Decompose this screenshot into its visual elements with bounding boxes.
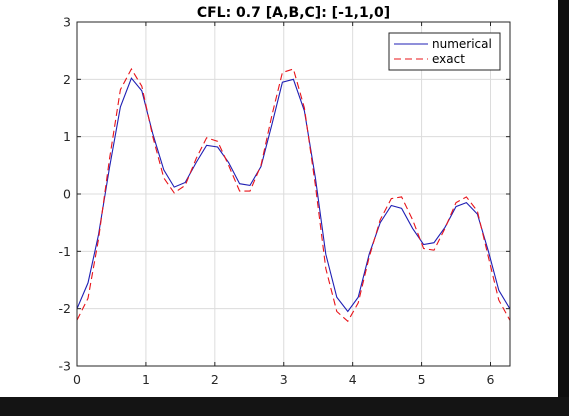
series-layer <box>76 67 511 323</box>
x-tick-label: 5 <box>418 372 426 387</box>
background-bottom-bar <box>0 397 569 416</box>
y-tick-label: -1 <box>59 244 71 259</box>
x-tick-label: 2 <box>211 372 219 387</box>
y-tick-label: -2 <box>59 301 71 316</box>
y-tick-label: 3 <box>63 15 71 30</box>
legend: numerical exact <box>388 32 501 71</box>
x-tick-label: 1 <box>142 372 150 387</box>
legend-box <box>388 32 501 71</box>
chart-title: CFL: 0.7 [A,B,C]: [-1,1,0] <box>197 5 390 21</box>
y-tick-label: -3 <box>59 359 71 374</box>
background-scroll-strip <box>558 0 569 416</box>
legend-label-exact: exact <box>432 52 465 66</box>
y-tick-label: 0 <box>63 187 71 202</box>
series-line-exact <box>76 67 511 323</box>
x-tick-label: 6 <box>487 372 495 387</box>
ticks: 0 1 2 3 4 5 6 -3 -2 -1 0 1 2 3 <box>59 15 510 387</box>
y-tick-label: 2 <box>63 72 71 87</box>
x-tick-label: 3 <box>280 372 288 387</box>
legend-label-numerical: numerical <box>432 37 492 51</box>
y-tick-label: 1 <box>63 129 71 144</box>
x-tick-label: 4 <box>349 372 357 387</box>
chart: 0 1 2 3 4 5 6 -3 -2 -1 0 1 2 3 CFL: 0.7 [A,B,C]: [-1,… <box>59 5 511 387</box>
x-tick-label: 0 <box>73 372 81 387</box>
